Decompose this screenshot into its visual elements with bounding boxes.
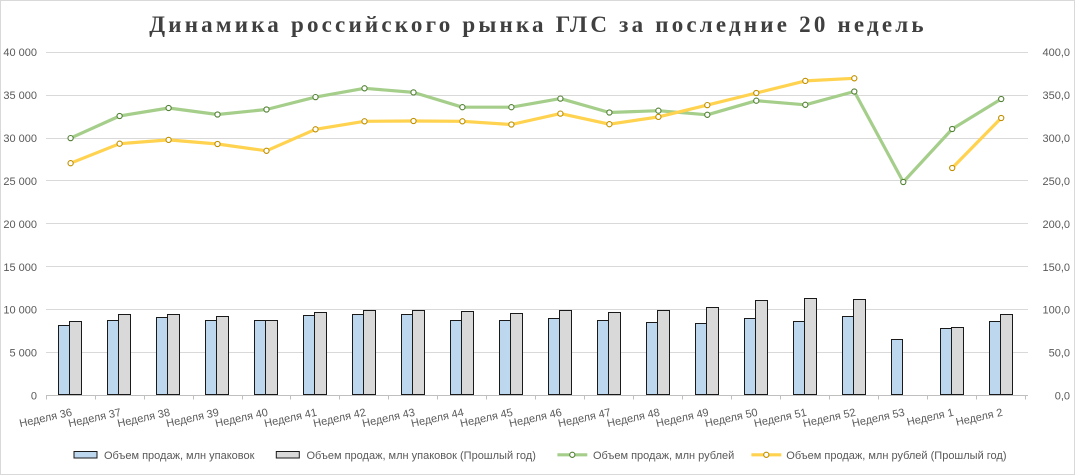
svg-text:200,0: 200,0 [1042,219,1070,231]
svg-text:Объем продаж, млн упаковок: Объем продаж, млн упаковок [104,450,255,462]
svg-text:35 000: 35 000 [3,90,37,102]
svg-text:30 000: 30 000 [3,133,37,145]
svg-text:25 000: 25 000 [3,176,37,188]
svg-text:Динамика российского рынка ГЛС: Динамика российского рынка ГЛС за послед… [149,12,926,37]
svg-text:150,0: 150,0 [1042,262,1070,274]
svg-text:Объем продаж, млн рублей (Прош: Объем продаж, млн рублей (Прошлый год) [786,450,1006,462]
svg-text:250,0: 250,0 [1042,176,1070,188]
svg-text:10 000: 10 000 [3,305,37,317]
svg-text:20 000: 20 000 [3,219,37,231]
svg-text:Объем продаж, млн рублей: Объем продаж, млн рублей [593,450,734,462]
svg-text:5 000: 5 000 [9,348,37,360]
svg-text:15 000: 15 000 [3,262,37,274]
svg-text:400,0: 400,0 [1042,47,1070,59]
svg-text:300,0: 300,0 [1042,133,1070,145]
svg-text:Объем продаж, млн упаковок (Пр: Объем продаж, млн упаковок (Прошлый год) [307,450,536,462]
svg-text:40 000: 40 000 [3,47,37,59]
svg-text:50,0: 50,0 [1049,348,1070,360]
svg-text:350,0: 350,0 [1042,90,1070,102]
svg-text:0: 0 [31,391,37,403]
svg-text:100,0: 100,0 [1042,305,1070,317]
svg-text:0,0: 0,0 [1055,391,1070,403]
